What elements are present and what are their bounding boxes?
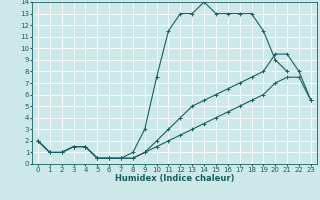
X-axis label: Humidex (Indice chaleur): Humidex (Indice chaleur)	[115, 174, 234, 183]
